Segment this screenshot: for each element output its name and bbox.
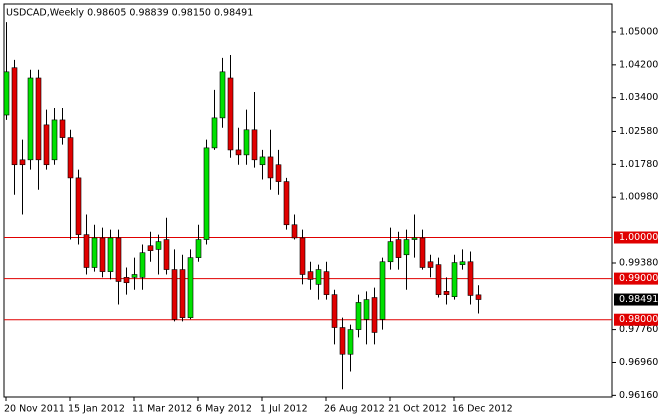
candle-body	[315, 269, 322, 285]
y-tick-label: 0.96160	[619, 390, 658, 401]
candle-body	[283, 181, 290, 226]
candle-body	[243, 129, 250, 156]
candle-body	[403, 239, 410, 256]
x-tick-label: 15 Jan 2012	[68, 404, 125, 415]
candle-body	[363, 299, 370, 320]
candle-body	[435, 264, 442, 295]
candle-body	[51, 119, 58, 161]
candle-body	[419, 237, 426, 268]
candle-body	[339, 327, 346, 355]
y-tick-label: 1.01780	[619, 159, 658, 170]
candle-body	[427, 261, 434, 268]
candle-body	[251, 129, 258, 161]
candle-body	[171, 269, 178, 320]
candle-body	[379, 261, 386, 320]
candle-body	[395, 239, 402, 258]
candle-body	[35, 77, 42, 161]
candle-body	[259, 156, 266, 166]
candle-body	[155, 241, 162, 250]
candle-body	[147, 245, 154, 251]
x-tick-label: 16 Dec 2012	[452, 404, 513, 415]
x-tick-label: 26 Aug 2012	[324, 404, 385, 415]
candle-body	[371, 297, 378, 333]
y-tick-label: 1.05000	[619, 26, 658, 37]
level-label-box	[614, 272, 658, 285]
candle-body	[123, 277, 130, 284]
candle-body	[131, 274, 138, 278]
candle-body	[331, 294, 338, 328]
candle-body	[219, 71, 226, 119]
candle-body	[99, 237, 106, 272]
candle-body	[347, 329, 354, 355]
candle-body	[299, 237, 306, 275]
x-tick-label: 11 Mar 2012	[132, 404, 192, 415]
candle-body	[323, 271, 330, 295]
candle-body	[355, 302, 362, 330]
price-label-box	[614, 293, 658, 306]
price-label: 0.98491	[619, 294, 658, 305]
candle-body	[19, 159, 26, 166]
candle-body	[27, 77, 34, 161]
candle-body	[75, 177, 82, 235]
candle-body	[107, 237, 114, 272]
candle-body	[211, 117, 218, 149]
candle-body	[11, 67, 18, 166]
candle-body	[275, 164, 282, 182]
candle-body	[163, 239, 170, 270]
candle-body	[387, 241, 394, 263]
level-label-box	[614, 313, 658, 326]
candle-body	[83, 234, 90, 268]
candle-body	[139, 252, 146, 278]
y-tick-label: 1.00980	[619, 192, 658, 203]
candle-body	[267, 156, 274, 179]
y-tick-label: 1.02580	[619, 126, 658, 137]
candle-body	[411, 237, 418, 240]
candle-body	[3, 71, 10, 116]
candle-body	[459, 261, 466, 265]
candle-body	[235, 149, 242, 156]
candle-body	[67, 137, 74, 179]
candle-body	[467, 261, 474, 296]
candle-body	[203, 147, 210, 240]
candle-body	[227, 77, 234, 151]
y-tick-label: 0.99380	[619, 257, 658, 268]
candle-body	[475, 294, 482, 300]
candle-body	[59, 119, 66, 138]
candle-body	[451, 262, 458, 297]
y-tick-label: 1.04200	[619, 59, 658, 70]
level-label-box	[614, 231, 658, 244]
candle-body	[291, 224, 298, 239]
candle-body	[115, 237, 122, 282]
y-tick-label: 0.97760	[619, 324, 658, 335]
candle-body	[91, 237, 98, 268]
x-tick-label: 6 May 2012	[196, 404, 252, 415]
x-tick-label: 20 Nov 2011	[4, 404, 65, 415]
candle-body	[179, 269, 186, 318]
level-label: 1.00000	[619, 232, 658, 243]
y-tick-label: 1.03400	[619, 92, 658, 103]
x-tick-label: 1 Jul 2012	[260, 404, 308, 415]
x-tick-label: 21 Oct 2012	[388, 404, 447, 415]
plot-frame	[3, 3, 613, 398]
candle-body	[195, 239, 202, 258]
candle-body	[187, 257, 194, 318]
candle-body	[43, 124, 50, 166]
candle-body	[307, 271, 314, 280]
y-tick-label: 0.96960	[619, 357, 658, 368]
candle-body	[443, 291, 450, 295]
level-label: 0.99000	[619, 273, 658, 284]
chart-title: USDCAD,Weekly 0.98605 0.98839 0.98150 0.…	[6, 8, 253, 19]
level-label: 0.98000	[619, 314, 658, 325]
